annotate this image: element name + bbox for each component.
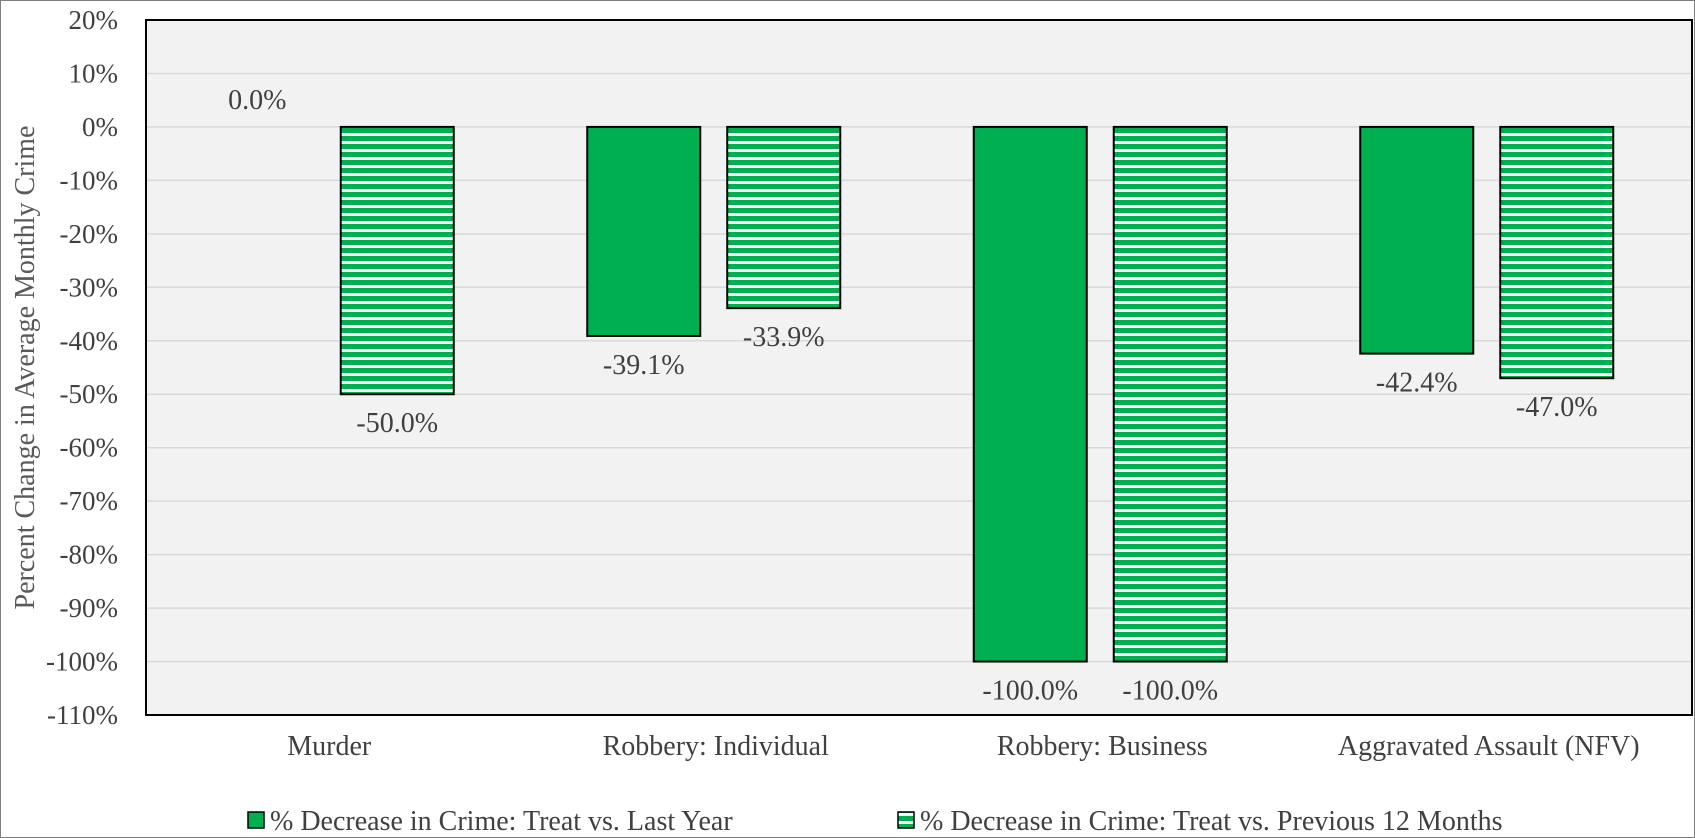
legend-label: % Decrease in Crime: Treat vs. Last Year — [270, 806, 733, 837]
bar-0-3 — [1359, 125, 1475, 355]
bar-1-3 — [1499, 125, 1615, 380]
data-label: -39.1% — [603, 350, 685, 381]
data-label: -42.4% — [1376, 368, 1458, 399]
bar-1-1 — [726, 125, 842, 310]
y-tick-label: 10% — [69, 58, 119, 88]
data-label: 0.0% — [228, 85, 286, 116]
y-tick-label: -110% — [47, 700, 118, 730]
y-tick-label: -20% — [60, 219, 118, 249]
y-tick-label: -80% — [60, 540, 118, 570]
x-category-label: Murder — [287, 731, 372, 762]
y-tick-label: -60% — [60, 433, 118, 463]
y-tick-label: -30% — [60, 272, 118, 302]
y-axis-label: Percent Change in Average Monthly Crime — [10, 126, 41, 610]
plot-border — [145, 19, 1693, 716]
y-tick-label: -50% — [60, 379, 118, 409]
x-axis-categories: Murder Robbery: Individual Robbery: Busine… — [287, 731, 1639, 762]
x-category-label: Robbery: Business — [997, 731, 1208, 762]
data-label: -47.0% — [1516, 392, 1598, 423]
data-label: -100.0% — [1122, 676, 1218, 707]
y-axis-ticks: 20% 10% 0% -10% -20% -30% -40% -50% -60% -70% -80%… — [46, 5, 118, 730]
legend-label: % Decrease in Crime: Treat vs. Previous … — [920, 806, 1503, 837]
y-tick-label: 0% — [82, 112, 118, 142]
y-tick-label: -90% — [60, 593, 118, 623]
data-label: -50.0% — [356, 408, 438, 439]
bar-1-0 — [339, 125, 455, 396]
x-category-label: Robbery: Individual — [603, 731, 830, 762]
legend: % Decrease in Crime: Treat vs. Last Year… — [247, 806, 1503, 837]
bar-0-2 — [972, 125, 1088, 663]
y-tick-label: -10% — [60, 165, 118, 195]
y-tick-label: -70% — [60, 486, 118, 516]
x-category-label: Aggravated Assault (NFV) — [1338, 731, 1640, 762]
legend-swatch — [247, 811, 265, 829]
bars — [339, 125, 1615, 663]
data-label: -33.9% — [743, 322, 825, 353]
legend-swatch — [897, 811, 915, 829]
y-tick-label: -40% — [60, 326, 118, 356]
y-tick-label: -100% — [46, 647, 118, 677]
bar-1-2 — [1112, 125, 1228, 663]
data-labels: 0.0% -39.1% -100.0% -42.4% -50.0% -33.9% -100.… — [228, 85, 1597, 707]
y-tick-label: 20% — [69, 5, 119, 35]
bar-0-1 — [586, 125, 702, 337]
data-label: -100.0% — [982, 676, 1078, 707]
